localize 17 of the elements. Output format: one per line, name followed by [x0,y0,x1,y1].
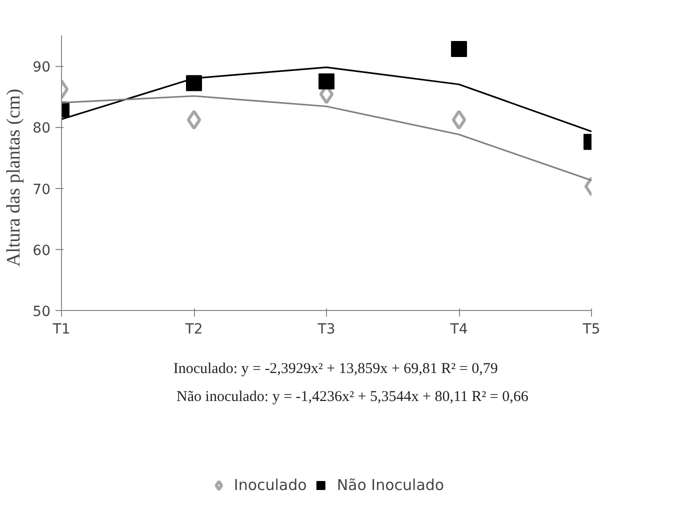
point [318,73,334,90]
y-tick-label: 90 [32,60,51,76]
x-tick-label: T2 [184,322,203,338]
text: Inoculado: y = -2,3929x² + 13,859x + 69,81 R² = 0,79 [173,360,498,377]
legend-label: Inoculado [234,476,307,494]
text: Não inoculado: y = -1,4236x² + 5,3544x + 80,11 R² = 0,66 [176,388,529,405]
y-tick-label: 80 [32,120,51,137]
x-tick-label: T3 [316,322,336,338]
line-series [62,66,592,132]
x-tick-label: T5 [582,322,600,338]
legend-label: Não Inoculado [336,476,444,494]
y-tick-label: 70 [32,182,51,198]
x-tick-label: T1 [52,322,70,338]
y-tick-label: 60 [32,242,51,259]
x-tick-label: T4 [449,322,468,338]
y-axis-title: Altura das plantas (cm) [4,88,25,267]
y-tick-label: 50 [32,304,51,320]
